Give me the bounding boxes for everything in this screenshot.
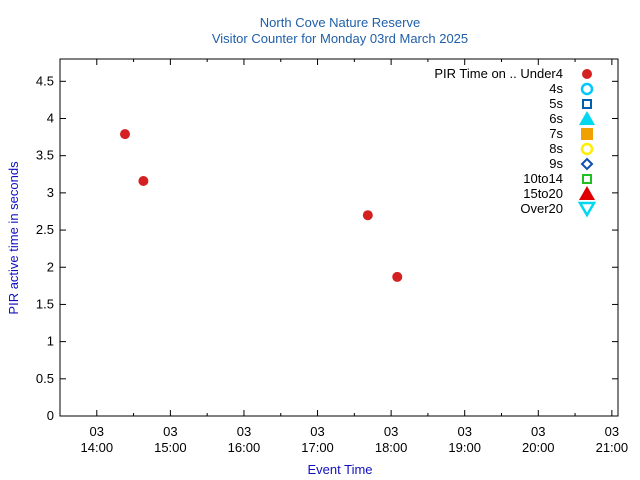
legend-marker (582, 99, 592, 109)
legend-label: 15to20 (523, 186, 563, 201)
legend-marker (581, 128, 593, 140)
data-point (138, 175, 149, 186)
y-tick-label: 4.5 (36, 73, 54, 88)
legend-marker (580, 142, 594, 156)
x-tick-time: 18:00 (375, 440, 408, 455)
legend-label: 6s (549, 111, 563, 126)
legend-marker (579, 186, 595, 200)
y-tick-label: 2 (47, 259, 54, 274)
legend-label: 8s (549, 141, 563, 156)
y-tick-label: 0 (47, 408, 54, 423)
x-tick-day: 03 (384, 424, 398, 439)
y-axis-label: PIR active time in seconds (6, 161, 21, 315)
x-tick-time: 14:00 (81, 440, 114, 455)
x-tick-day: 03 (457, 424, 471, 439)
legend-marker (577, 201, 597, 218)
legend-marker (580, 82, 594, 96)
y-tick-label: 3.5 (36, 148, 54, 163)
y-axis: 0 0.5 1 1.5 2 2.5 3 3.5 4 4.5 (36, 73, 618, 423)
legend-label: 7s (549, 126, 563, 141)
legend-label: 5s (549, 96, 563, 111)
x-tick-day: 03 (310, 424, 324, 439)
legend-marker (582, 174, 592, 184)
chart-subtitle: Visitor Counter for Monday 03rd March 20… (212, 31, 468, 46)
legend-label: 9s (549, 156, 563, 171)
x-tick-time: 15:00 (154, 440, 187, 455)
y-tick-label: 3 (47, 185, 54, 200)
x-tick-day: 03 (237, 424, 251, 439)
legend-marker (579, 111, 595, 125)
x-axis-label: Event Time (307, 462, 372, 477)
x-tick-time: 19:00 (448, 440, 481, 455)
x-tick-day: 03 (605, 424, 619, 439)
x-tick-time: 17:00 (301, 440, 334, 455)
legend-label: 4s (549, 81, 563, 96)
x-tick-time: 21:00 (596, 440, 629, 455)
plot-area (59, 58, 619, 417)
chart-title: North Cove Nature Reserve (260, 15, 420, 30)
legend-label: PIR Time on .. Under4 (434, 66, 563, 81)
data-point (392, 271, 403, 282)
x-tick-time: 16:00 (228, 440, 261, 455)
legend-marker (582, 69, 592, 79)
legend-label: Over20 (520, 201, 563, 216)
data-point (362, 210, 373, 221)
legend-marker (580, 157, 594, 171)
y-tick-label: 4 (47, 111, 54, 126)
legend: PIR Time on .. Under44s5s6s7s8s9s10to141… (434, 66, 597, 218)
y-tick-label: 2.5 (36, 222, 54, 237)
x-tick-day: 03 (163, 424, 177, 439)
data-point (119, 129, 130, 140)
y-tick-label: 0.5 (36, 371, 54, 386)
legend-label: 10to14 (523, 171, 563, 186)
x-tick-time: 20:00 (522, 440, 555, 455)
x-tick-day: 03 (90, 424, 104, 439)
data-points (119, 129, 403, 282)
y-tick-label: 1.5 (36, 296, 54, 311)
x-axis: 0314:000315:000316:000317:000318:000319:… (59, 59, 629, 455)
x-tick-day: 03 (531, 424, 545, 439)
y-tick-label: 1 (47, 334, 54, 349)
